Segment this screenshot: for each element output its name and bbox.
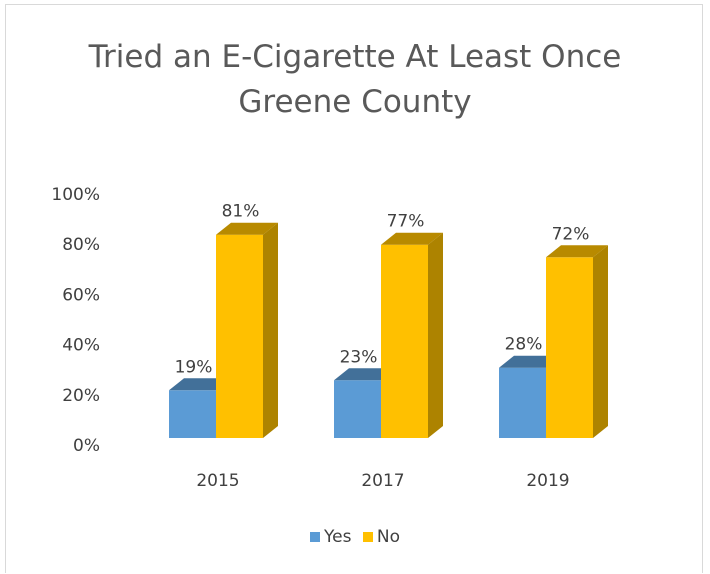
bar-no-2019: [546, 257, 593, 438]
legend-swatch-no: [362, 532, 373, 542]
data-label: 72%: [552, 224, 590, 244]
bar-yes-2015: [169, 390, 216, 438]
y-tick-label: 40%: [62, 336, 100, 356]
x-tick-label: 2017: [361, 471, 404, 491]
legend-item-yes: Yes: [310, 527, 351, 547]
data-label: 23%: [340, 347, 378, 367]
bar-no-2015-side: [263, 222, 278, 438]
y-tick-label: 100%: [51, 185, 100, 205]
bar-no-2017-side: [428, 232, 443, 438]
chart-title: Tried an E-Cigarette At Least Once: [88, 39, 622, 75]
x-tick-label: 2015: [196, 471, 239, 491]
bar-yes-2019: [499, 367, 546, 438]
x-tick-label: 2019: [526, 471, 569, 491]
bar-no-2015-top: [216, 222, 278, 235]
bar-yes-2019-top: [499, 355, 561, 368]
legend-swatch-yes: [310, 532, 320, 542]
bar-no-2015: [216, 234, 263, 438]
bar-no-2017-top: [381, 232, 443, 245]
chart-subtitle: Greene County: [238, 84, 472, 120]
y-tick-label: 80%: [62, 235, 100, 255]
legend-label-no: No: [376, 527, 400, 547]
y-tick-label: 0%: [73, 436, 100, 456]
bar-no-2019-top: [546, 245, 608, 258]
legend-label-yes: Yes: [324, 527, 352, 547]
data-label: 19%: [175, 357, 213, 377]
y-tick-label: 60%: [62, 285, 100, 305]
bar-yes-2017: [334, 380, 381, 438]
bar-no-2017: [381, 244, 428, 438]
chart-legend: Yes No: [0, 527, 710, 547]
legend-item-no: No: [362, 527, 400, 547]
bar-no-2019-side: [593, 245, 608, 438]
data-label: 28%: [505, 335, 543, 355]
y-tick-label: 20%: [62, 386, 100, 406]
bar-yes-2017-top: [334, 368, 396, 381]
bar-yes-2015-top: [169, 378, 231, 391]
data-label: 77%: [387, 212, 425, 232]
data-label: 81%: [222, 202, 260, 222]
